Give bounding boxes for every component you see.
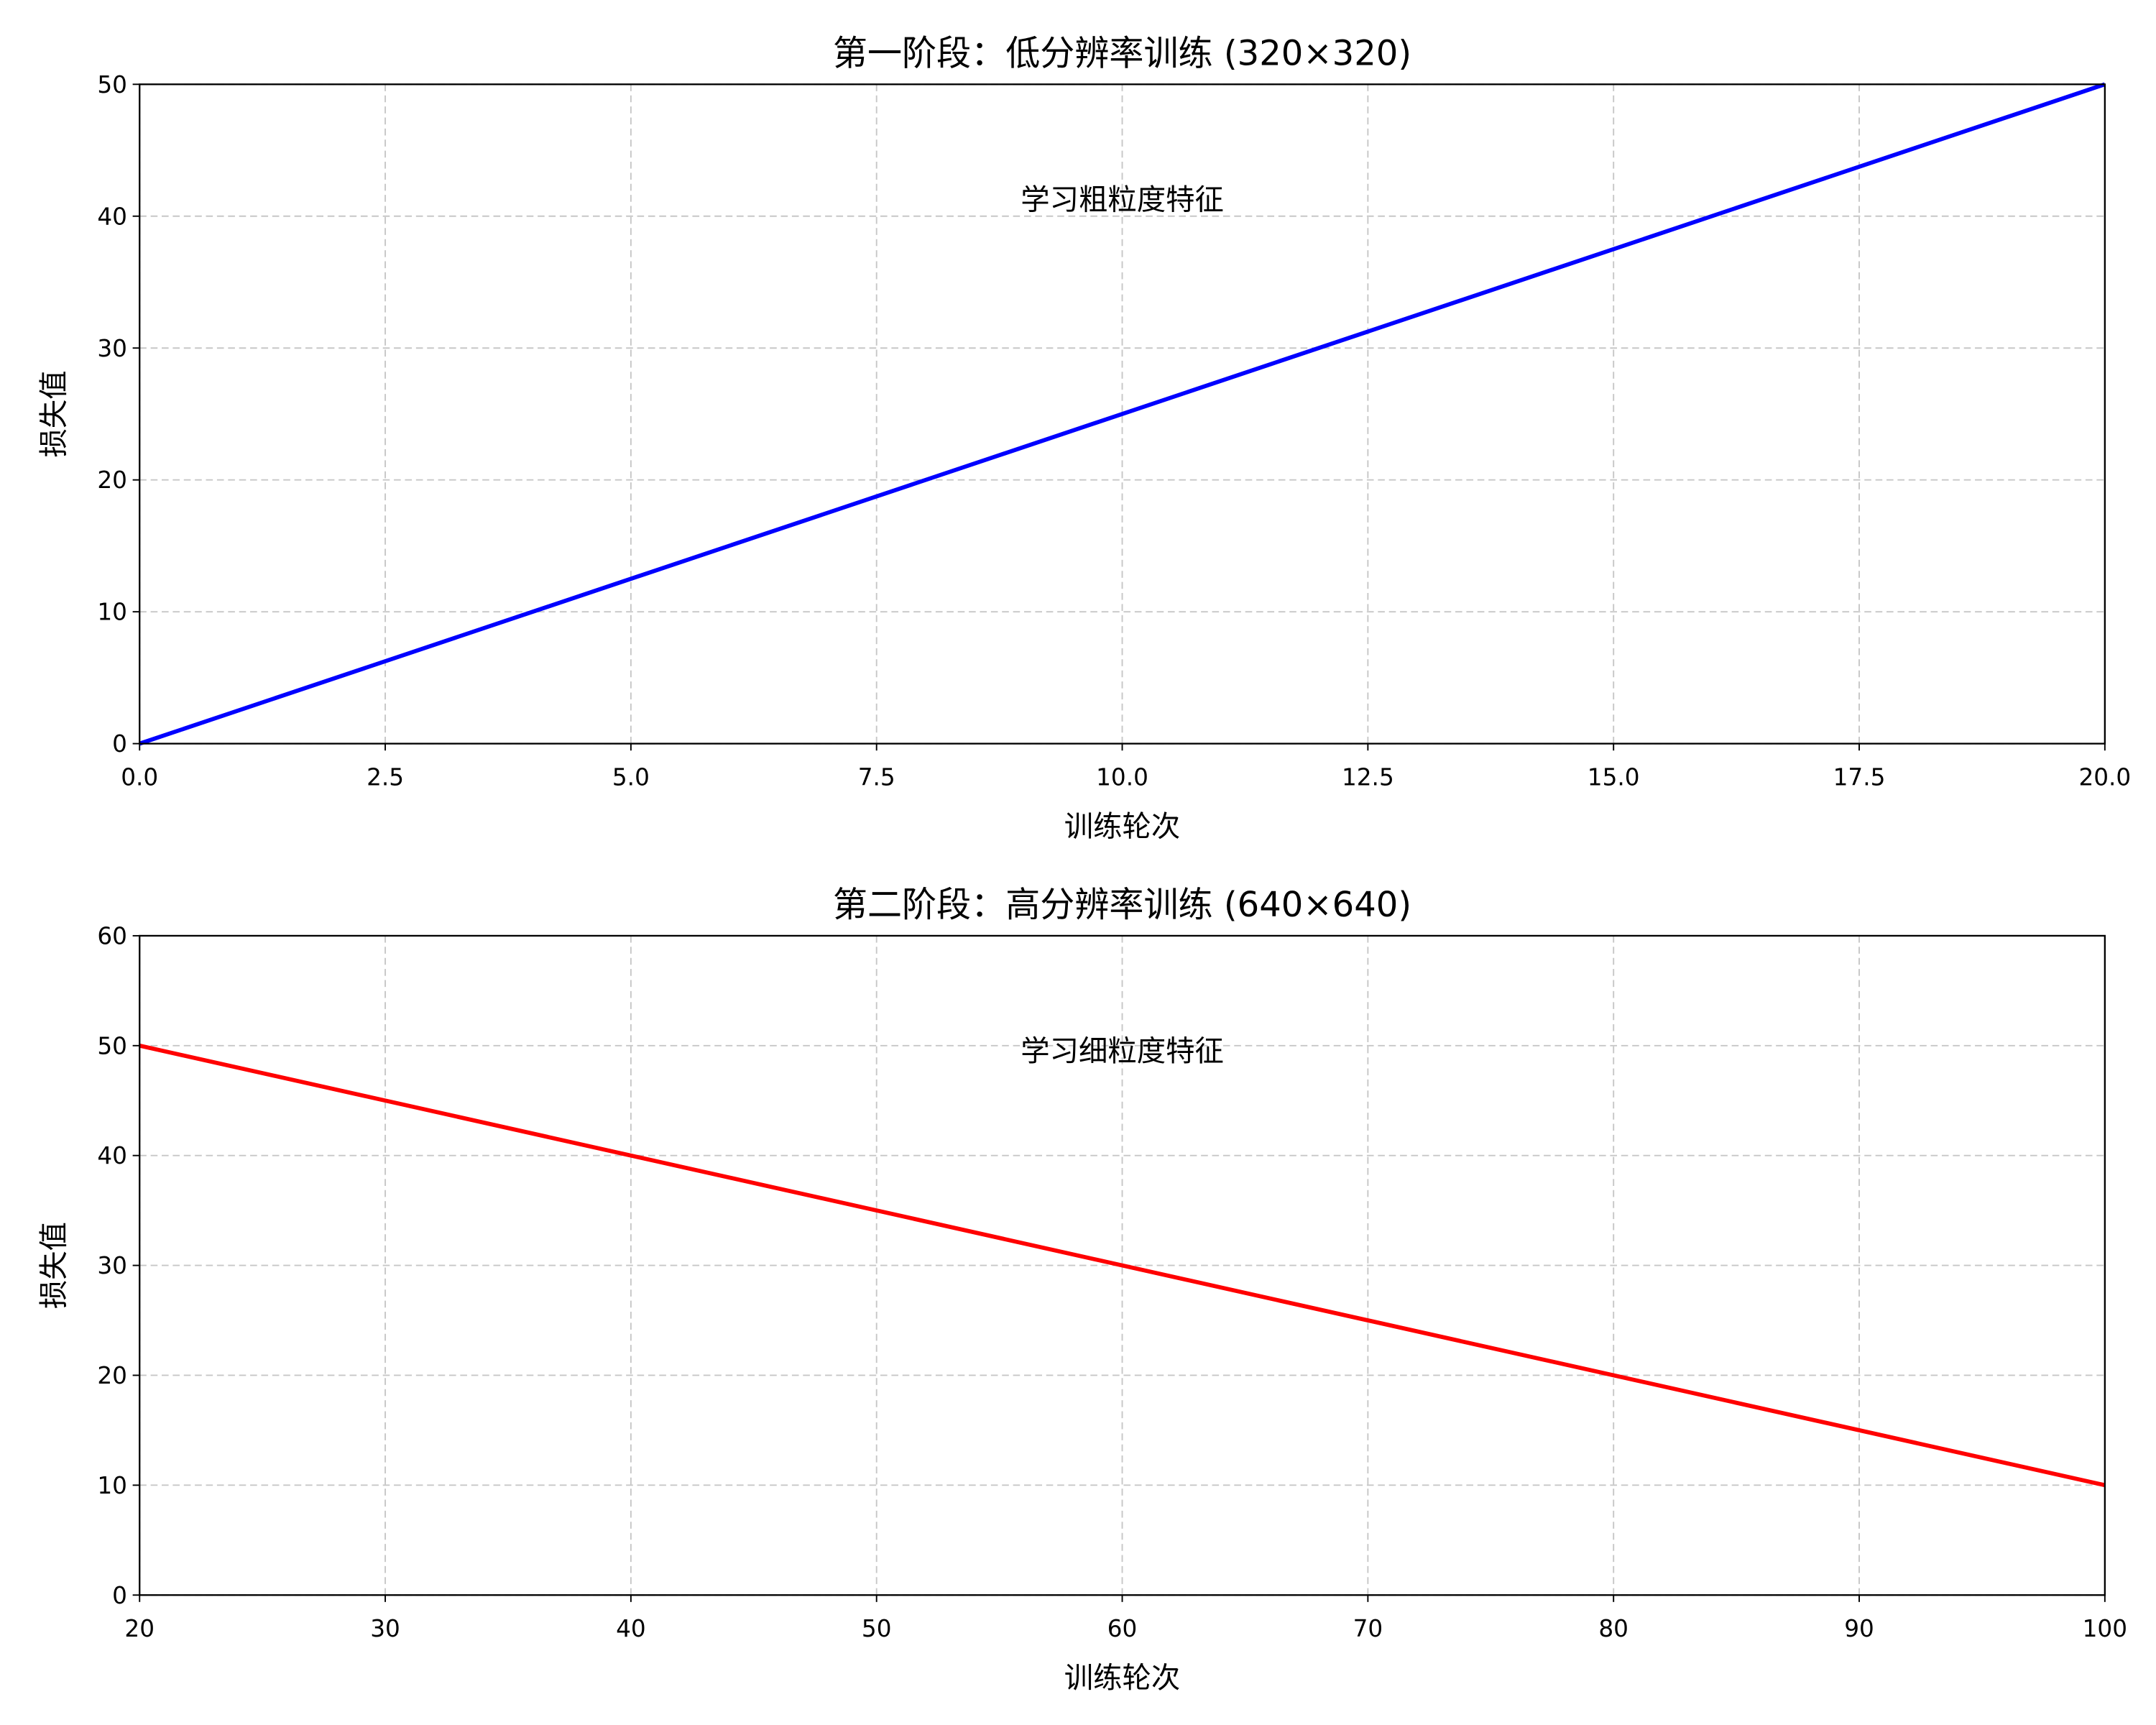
y-tick-label: 40	[97, 203, 127, 230]
data-line	[139, 1043, 2106, 1488]
x-tick-label: 12.5	[1342, 763, 1394, 791]
y-tick-label: 20	[97, 466, 127, 494]
x-tick-label: 20.0	[2078, 763, 2131, 791]
x-tick-label: 100	[2083, 1615, 2127, 1642]
plot-frame	[139, 934, 2106, 1596]
x-tick-label: 2.5	[367, 763, 404, 791]
x-tick-label: 60	[1107, 1615, 1138, 1642]
y-axis-label: 损失值	[37, 1222, 70, 1309]
y-tick-label: 40	[97, 1142, 127, 1169]
x-tick-label: 30	[370, 1615, 400, 1642]
x-tick-label: 17.5	[1833, 763, 1886, 791]
x-tick-label: 10.0	[1096, 763, 1148, 791]
y-tick-label: 20	[97, 1362, 127, 1389]
x-tick-label: 7.5	[858, 763, 895, 791]
y-tick-label: 50	[97, 1032, 127, 1059]
data-line	[139, 82, 2106, 746]
x-tick-label: 20	[124, 1615, 155, 1642]
x-tick-label: 80	[1598, 1615, 1628, 1642]
x-tick-label: 50	[862, 1615, 892, 1642]
y-tick-label: 0	[112, 730, 127, 758]
x-tick-label: 15.0	[1588, 763, 1640, 791]
annotation: 学习细粒度特征	[1021, 1034, 1224, 1068]
y-tick-label: 10	[97, 1472, 127, 1499]
y-tick-label: 10	[97, 599, 127, 626]
y-tick-label: 0	[112, 1582, 127, 1609]
x-tick-label: 0.0	[121, 763, 158, 791]
x-axis-label: 训练轮次	[1064, 809, 1181, 843]
y-axis-label: 损失值	[37, 370, 70, 457]
x-tick-label: 90	[1844, 1615, 1874, 1642]
chart-title: 第一阶段：低分辨率训练 (320×320)	[833, 33, 1411, 73]
x-tick-label: 40	[616, 1615, 646, 1642]
y-tick-label: 30	[97, 1252, 127, 1279]
chart-title: 第二阶段：高分辨率训练 (640×640)	[833, 885, 1411, 925]
x-tick-label: 70	[1353, 1615, 1383, 1642]
y-tick-label: 50	[97, 71, 127, 98]
x-tick-label: 5.0	[612, 763, 650, 791]
y-tick-label: 30	[97, 335, 127, 362]
annotation: 学习粗粒度特征	[1021, 183, 1224, 217]
plot-frame	[139, 83, 2106, 745]
x-axis-label: 训练轮次	[1064, 1661, 1181, 1695]
y-tick-label: 60	[97, 922, 127, 949]
